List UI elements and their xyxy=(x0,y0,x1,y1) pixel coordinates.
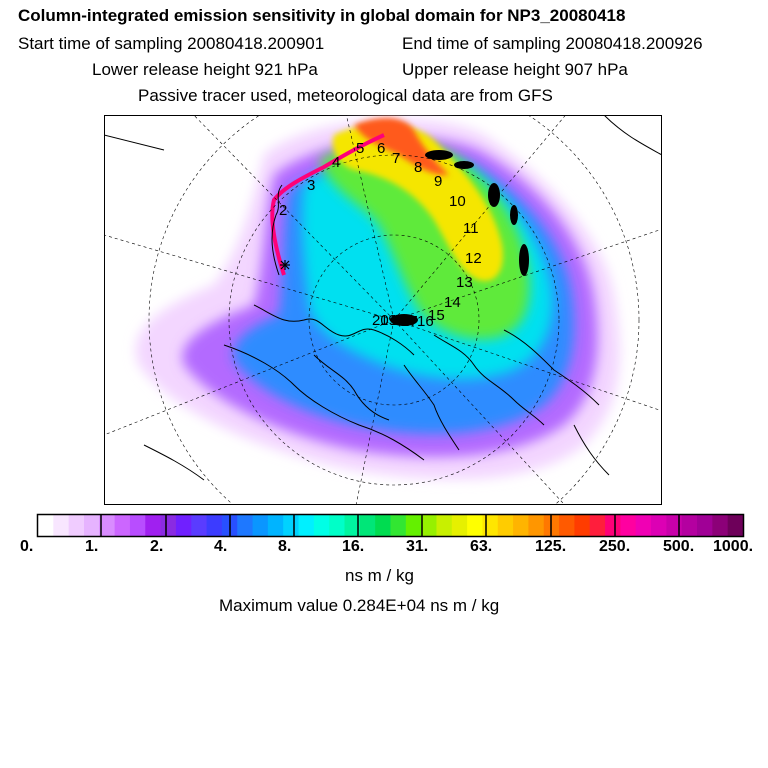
colorbar-cell xyxy=(68,515,85,536)
colorbar-cell xyxy=(681,515,698,536)
colorbar-cell xyxy=(528,515,545,536)
trajectory-label-17: 17 xyxy=(401,313,418,330)
colorbar-cell xyxy=(160,515,177,536)
colorbar-cell xyxy=(436,515,453,536)
colorbar-label: 16. xyxy=(342,538,365,555)
trajectory-label-19: 19 xyxy=(380,312,397,329)
trajectory-label-7: 7 xyxy=(392,150,400,167)
trajectory-label-14: 14 xyxy=(444,294,461,311)
colorbar-cell xyxy=(267,515,284,536)
colorbar-cell xyxy=(405,515,422,536)
colorbar-label: 0. xyxy=(20,538,34,555)
colorbar-cell xyxy=(237,515,254,536)
tracer-note: Passive tracer used, meteorological data… xyxy=(138,86,553,105)
colorbar-cells xyxy=(38,515,744,536)
colorbar-cell xyxy=(467,515,484,536)
trajectory-label-15: 15 xyxy=(428,307,445,324)
colorbar-cell xyxy=(83,515,100,536)
trajectory-label-6: 6 xyxy=(377,140,385,157)
colorbar-cell xyxy=(390,515,407,536)
colorbar-label: 8. xyxy=(278,538,292,555)
lower-height-label: Lower release height 921 hPa xyxy=(92,60,318,79)
trajectory-label-20: 20 xyxy=(372,312,389,329)
sensitivity-red-plume xyxy=(354,118,449,176)
colorbar xyxy=(36,513,745,538)
trajectory-label-9: 9 xyxy=(434,173,442,190)
colorbar-cell xyxy=(451,515,468,536)
colorbar-label: 4. xyxy=(214,538,228,555)
sensitivity-yellow xyxy=(332,124,503,281)
colorbar-units: ns m / kg xyxy=(345,566,414,585)
colorbar-cell xyxy=(99,515,116,536)
colorbar-cell xyxy=(697,515,713,536)
colorbar-cell xyxy=(513,515,530,536)
colorbar-cell xyxy=(114,515,131,536)
colorbar-cell xyxy=(666,515,683,536)
colorbar-cell xyxy=(129,515,146,536)
colorbar-label: 63. xyxy=(470,538,493,555)
colorbar-cell xyxy=(359,515,376,536)
colorbar-cell xyxy=(329,515,346,536)
colorbar-label: 500. xyxy=(663,538,695,555)
colorbar-cell xyxy=(298,515,315,536)
trajectory-label-11: 11 xyxy=(463,220,479,237)
sensitivity-field xyxy=(135,118,620,480)
maximum-value-label: Maximum value 0.284E+04 ns m / kg xyxy=(219,596,500,615)
end-time-label: End time of sampling 20080418.200926 xyxy=(402,34,703,53)
upper-height-label: Upper release height 907 hPa xyxy=(402,60,628,79)
colorbar-cell xyxy=(574,515,591,536)
colorbar-frame xyxy=(36,513,745,538)
colorbar-cell xyxy=(727,515,744,536)
trajectory-label-10: 10 xyxy=(449,193,466,210)
colorbar-cell xyxy=(605,515,621,536)
colorbar-cell xyxy=(344,515,361,536)
colorbar-cell xyxy=(191,515,208,536)
trajectory-label-2: 2 xyxy=(279,202,287,219)
trajectory-label-5: 5 xyxy=(356,140,364,157)
colorbar-cell xyxy=(283,515,300,536)
colorbar-cell xyxy=(38,515,54,536)
graticule xyxy=(104,115,662,505)
trajectory-label-4: 4 xyxy=(332,154,340,171)
colorbar-cell xyxy=(206,515,223,536)
colorbar-cell xyxy=(482,515,499,536)
trajectory-label-8: 8 xyxy=(414,159,422,176)
land-clusters xyxy=(390,150,529,326)
colorbar-cell xyxy=(635,515,652,536)
trajectory-label-18: 18 xyxy=(390,312,407,329)
colorbar-ticks xyxy=(100,515,680,536)
release-point-star xyxy=(280,260,290,270)
colorbar-cell xyxy=(559,515,576,536)
trajectory-label-3: 3 xyxy=(307,177,315,194)
colorbar-cell xyxy=(497,515,514,536)
colorbar-label: 250. xyxy=(599,538,631,555)
colorbar-label: 2. xyxy=(150,538,164,555)
colorbar-cell xyxy=(651,515,667,536)
colorbar-cell xyxy=(712,515,729,536)
plot-title: Column-integrated emission sensitivity i… xyxy=(18,6,626,25)
colorbar-cell xyxy=(375,515,392,536)
colorbar-cell xyxy=(421,515,438,536)
trajectory-label-13: 13 xyxy=(456,274,473,291)
colorbar-cell xyxy=(313,515,330,536)
colorbar-label: 125. xyxy=(535,538,567,555)
colorbar-cell xyxy=(620,515,637,536)
colorbar-cell xyxy=(145,515,162,536)
colorbar-label: 31. xyxy=(406,538,429,555)
start-time-label: Start time of sampling 20080418.200901 xyxy=(18,34,325,53)
coastlines xyxy=(104,115,662,481)
colorbar-cell xyxy=(252,515,269,536)
colorbar-cell xyxy=(175,515,192,536)
trajectory-label-16: 16 xyxy=(417,313,434,330)
colorbar-cell xyxy=(589,515,606,536)
colorbar-label: 1000. xyxy=(713,538,754,555)
trajectory-label-12: 12 xyxy=(465,250,482,267)
colorbar-cell xyxy=(53,515,70,536)
sensitivity-magenta-core xyxy=(270,133,385,276)
colorbar-label: 1. xyxy=(85,538,99,555)
